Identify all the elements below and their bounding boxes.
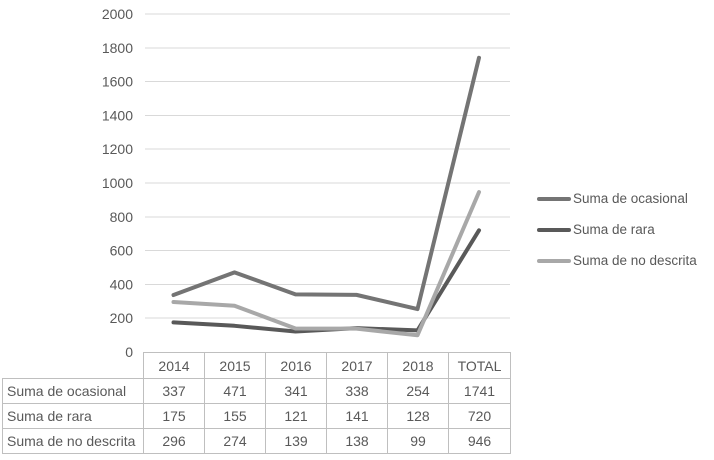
legend-item: Suma de rara [537, 219, 697, 240]
table-cell: 338 [326, 378, 388, 404]
y-axis-tick-label: 1400 [102, 107, 133, 123]
table-row-label: Suma de ocasional [2, 378, 144, 404]
y-axis-tick-label: 1000 [102, 175, 133, 191]
table-row: Suma de no descrita 296 274 139 138 99 946 [2, 428, 511, 454]
legend-item: Suma de no descrita [537, 250, 697, 271]
y-axis-tick-label: 600 [110, 243, 134, 259]
pivot-data-table: 2014 2015 2016 2017 2018 TOTAL Suma de ocasion… [2, 352, 511, 454]
table-cell: 138 [326, 428, 388, 454]
table-cell: 341 [265, 378, 327, 404]
y-axis-tick-label: 1800 [102, 40, 133, 56]
table-cell: 1741 [448, 378, 511, 404]
table-cell: 946 [448, 428, 511, 454]
y-axis-tick-label: 200 [110, 310, 134, 326]
table-cell: 254 [387, 378, 449, 404]
table-cell: 121 [265, 403, 327, 429]
legend-label: Suma de no descrita [573, 253, 697, 268]
chart-legend: Suma de ocasional Suma de rara Suma de no … [537, 188, 697, 271]
y-axis-tick-label: 2000 [102, 6, 133, 22]
legend-label: Suma de ocasional [573, 191, 688, 206]
legend-line-marker-icon [537, 227, 571, 232]
table-cell: 296 [143, 428, 205, 454]
table-cell: 720 [448, 403, 511, 429]
legend-line-marker-icon [537, 196, 571, 201]
table-cell: 155 [204, 403, 266, 429]
y-axis-tick-label: 1600 [102, 74, 133, 90]
legend-item: Suma de ocasional [537, 188, 697, 209]
table-cell: 471 [204, 378, 266, 404]
table-cell: 337 [143, 378, 205, 404]
series-line-suma-de-ocasional [171, 55, 481, 312]
table-column-header: 2014 [143, 352, 205, 379]
table-cell: 99 [387, 428, 449, 454]
table-cell: 141 [326, 403, 388, 429]
table-row: Suma de rara 175 155 121 141 128 720 [2, 403, 511, 429]
legend-line-marker-icon [537, 258, 571, 263]
table-row: Suma de ocasional 337 471 341 338 254 1741 [2, 378, 511, 404]
series-line-suma-de-no-descrita [171, 190, 481, 338]
y-axis-tick-label: 800 [110, 209, 134, 225]
y-axis-tick-label: 0 [125, 344, 133, 360]
y-axis-tick-label: 1200 [102, 141, 133, 157]
table-column-header: 2015 [204, 352, 266, 379]
table-cell: 175 [143, 403, 205, 429]
legend-label: Suma de rara [573, 222, 655, 237]
table-column-header: TOTAL [448, 352, 511, 379]
table-header-row: 2014 2015 2016 2017 2018 TOTAL [3, 352, 511, 379]
table-column-header: 2016 [265, 352, 327, 379]
table-cell: 274 [204, 428, 266, 454]
y-axis-tick-label: 400 [110, 276, 134, 292]
table-cell: 128 [387, 403, 449, 429]
table-row-label: Suma de rara [2, 403, 144, 429]
table-row-label: Suma de no descrita [2, 428, 144, 454]
table-cell: 139 [265, 428, 327, 454]
table-column-header: 2017 [326, 352, 388, 379]
table-column-header: 2018 [387, 352, 449, 379]
table-blank-corner [3, 353, 144, 379]
